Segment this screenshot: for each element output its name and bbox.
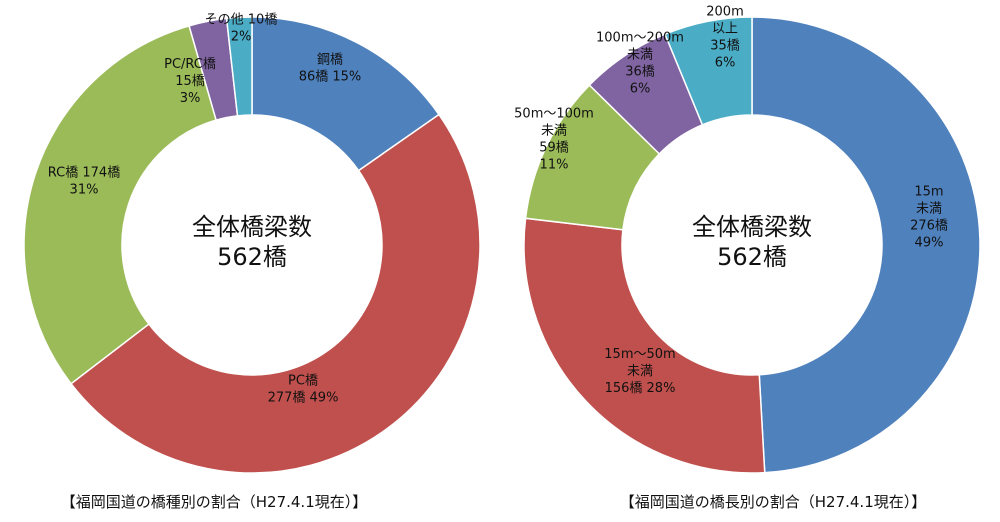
slice-label-1: 15m 未満 276橋 49% xyxy=(910,185,948,251)
donut-slice-2 xyxy=(523,217,766,474)
slice-label-2: 15m～50m 未満 156橋 28% xyxy=(604,347,675,396)
donut-chart-bridge-type: 鋼橋 86橋 15% PC橋 277橋 49% RC橋 174橋 31% PC/RC橋 15橋… xyxy=(23,13,481,511)
donut-center-text: 全体橋梁数 562橋 xyxy=(192,213,312,271)
slice-label-5: その他 10橋 2% xyxy=(205,13,278,45)
slice-label-3: RC橋 174橋 31% xyxy=(48,166,120,198)
slice-label-4: 100m～200m 未満 36橋 6% xyxy=(596,31,684,97)
slice-label-4: PC/RC橋 15橋 3% xyxy=(164,57,216,106)
donut-slice-2 xyxy=(69,113,481,474)
slice-label-1: 鋼橋 86橋 15% xyxy=(299,53,362,85)
slice-label-5: 200m 以上 35橋 6% xyxy=(706,5,743,71)
donut-slice-1 xyxy=(751,16,981,474)
chart-caption: 【福岡国道の橋長別の割合（H27.4.1現在）】 xyxy=(620,493,927,511)
donut-chart-bridge-length: 15m 未満 276橋 49% 15m～50m 未満 156橋 28% 50m～100m 未満 5… xyxy=(514,5,981,511)
slice-label-2: PC橋 277橋 49% xyxy=(268,374,339,406)
donut-slice-5 xyxy=(664,16,753,126)
donut-slice-3 xyxy=(23,24,218,385)
donut-center-text: 全体橋梁数 562橋 xyxy=(692,213,812,271)
chart-caption: 【福岡国道の橋種別の割合（H27.4.1現在）】 xyxy=(61,493,368,511)
donut-slice-5 xyxy=(225,16,253,117)
slice-label-3: 50m～100m 未満 59橋 11% xyxy=(514,107,594,173)
